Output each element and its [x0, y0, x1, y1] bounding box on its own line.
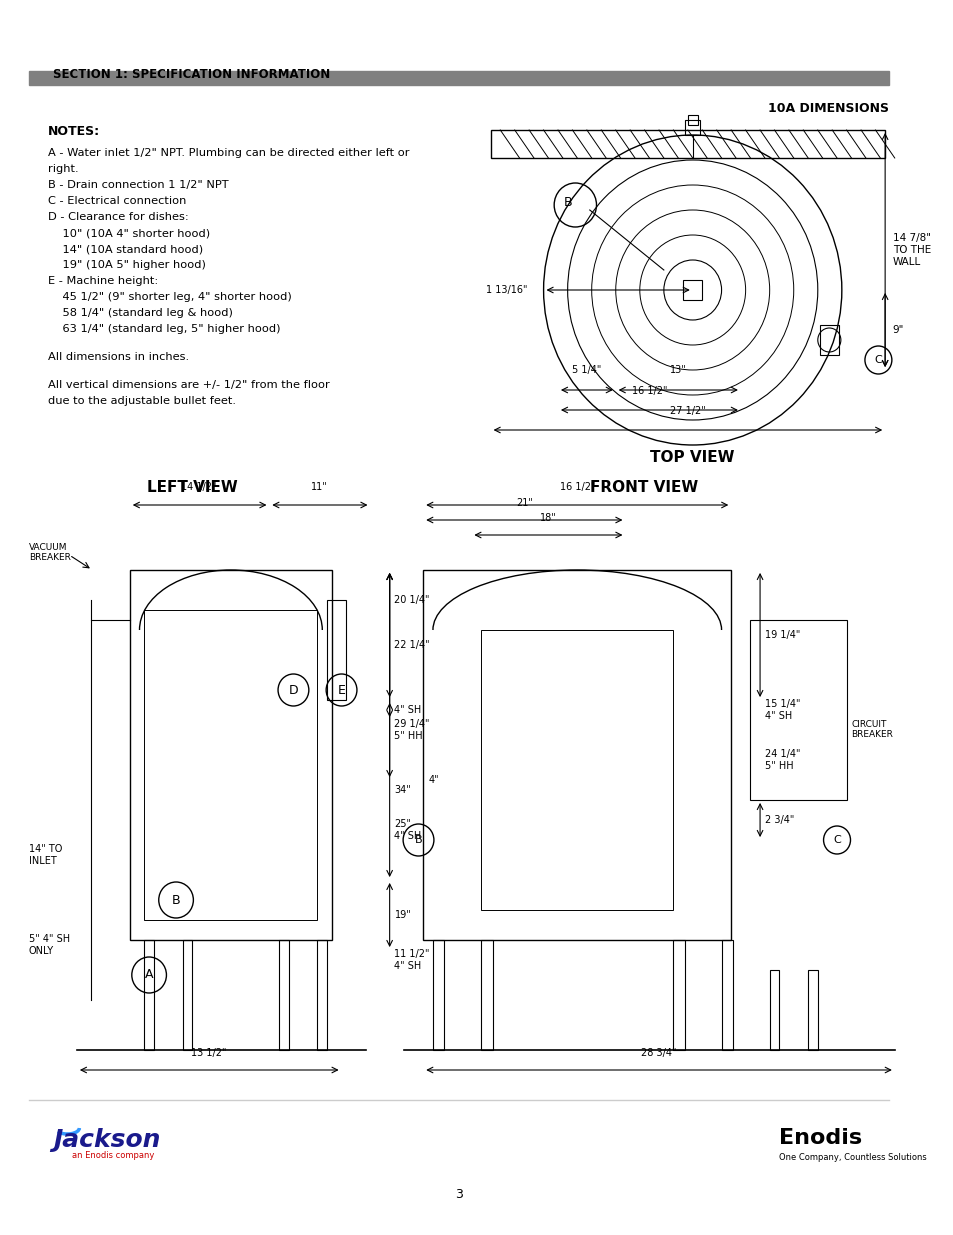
Text: E: E	[337, 683, 345, 697]
Bar	[144, 610, 317, 920]
Text: D: D	[289, 683, 298, 697]
Text: 29 1/4"
5" HH: 29 1/4" 5" HH	[394, 719, 430, 741]
Text: 63 1/4" (standard leg, 5" higher hood): 63 1/4" (standard leg, 5" higher hood)	[48, 324, 280, 333]
Bar	[490, 130, 884, 158]
Text: 19" (10A 5" higher hood): 19" (10A 5" higher hood)	[48, 261, 206, 270]
Text: 24 1/4"
5" HH: 24 1/4" 5" HH	[764, 750, 800, 771]
Text: VACUUM
BREAKER: VACUUM BREAKER	[29, 543, 71, 562]
Bar	[684, 120, 700, 135]
Bar	[819, 325, 838, 354]
Text: All vertical dimensions are +/- 1/2" from the floor: All vertical dimensions are +/- 1/2" fro…	[48, 380, 330, 390]
Text: an Enodis company: an Enodis company	[72, 1151, 154, 1160]
Text: 16 1/2": 16 1/2"	[558, 482, 595, 492]
Text: B: B	[563, 196, 572, 210]
Text: 20 1/4": 20 1/4"	[394, 595, 430, 605]
Text: E - Machine height:: E - Machine height:	[48, 275, 158, 287]
Bar	[480, 630, 673, 910]
Text: 21": 21"	[516, 498, 532, 508]
Text: LEFT VIEW: LEFT VIEW	[147, 480, 237, 495]
Text: due to the adjustable bullet feet.: due to the adjustable bullet feet.	[48, 396, 235, 406]
Bar	[317, 940, 327, 1050]
Text: FRONT VIEW: FRONT VIEW	[590, 480, 698, 495]
Bar	[769, 969, 779, 1050]
Text: Enodis: Enodis	[779, 1128, 862, 1149]
Text: 4": 4"	[428, 776, 438, 785]
Text: 34": 34"	[394, 785, 411, 795]
Text: 3: 3	[455, 1188, 462, 1202]
Text: NOTES:: NOTES:	[48, 125, 100, 138]
Text: SECTION 1: SPECIFICATION INFORMATION: SECTION 1: SPECIFICATION INFORMATION	[52, 68, 330, 82]
Text: D - Clearance for dishes:: D - Clearance for dishes:	[48, 212, 189, 222]
Bar	[423, 571, 730, 940]
Text: A - Water inlet 1/2" NPT. Plumbing can be directed either left or: A - Water inlet 1/2" NPT. Plumbing can b…	[48, 148, 409, 158]
Bar	[183, 940, 193, 1050]
Text: 14" TO
INLET: 14" TO INLET	[29, 845, 62, 866]
Bar	[433, 940, 444, 1050]
Text: 58 1/4" (standard leg & hood): 58 1/4" (standard leg & hood)	[48, 308, 233, 317]
Text: 11 1/2"
4" SH: 11 1/2" 4" SH	[394, 950, 430, 971]
Bar	[144, 940, 153, 1050]
Bar	[720, 940, 732, 1050]
Bar	[29, 70, 888, 85]
Text: 16 1/2": 16 1/2"	[631, 387, 666, 396]
Text: C: C	[874, 354, 882, 366]
Text: One Company, Countless Solutions: One Company, Countless Solutions	[779, 1153, 926, 1162]
Text: 22 1/4": 22 1/4"	[394, 640, 430, 650]
Bar	[807, 969, 817, 1050]
Bar	[480, 940, 492, 1050]
Text: 28 3/4": 28 3/4"	[640, 1049, 676, 1058]
Text: 10A DIMENSIONS: 10A DIMENSIONS	[767, 103, 888, 115]
Bar	[130, 571, 332, 940]
Bar	[750, 620, 845, 800]
Text: 14 7/8"
TO THE
WALL: 14 7/8" TO THE WALL	[892, 233, 930, 267]
Text: 9": 9"	[892, 325, 903, 335]
Text: 14" (10A standard hood): 14" (10A standard hood)	[48, 245, 203, 254]
Text: B - Drain connection 1 1/2" NPT: B - Drain connection 1 1/2" NPT	[48, 180, 229, 190]
Bar	[687, 115, 697, 125]
Text: 10" (10A 4" shorter hood): 10" (10A 4" shorter hood)	[48, 228, 210, 238]
Bar	[682, 280, 701, 300]
Text: All dimensions in inches.: All dimensions in inches.	[48, 352, 189, 362]
Text: 15 1/4"
4" SH: 15 1/4" 4" SH	[764, 699, 800, 721]
Text: B: B	[415, 835, 422, 845]
Text: 5" 4" SH
ONLY: 5" 4" SH ONLY	[29, 934, 70, 956]
Text: 45 1/2" (9" shorter leg, 4" shorter hood): 45 1/2" (9" shorter leg, 4" shorter hood…	[48, 291, 292, 303]
Text: Jackson: Jackson	[52, 1128, 160, 1152]
Bar	[327, 600, 346, 700]
Text: TOP VIEW: TOP VIEW	[650, 450, 734, 466]
Text: C: C	[832, 835, 840, 845]
Text: 14 1/2": 14 1/2"	[181, 482, 216, 492]
Text: 13": 13"	[669, 366, 686, 375]
Text: right.: right.	[48, 164, 79, 174]
Bar	[278, 940, 289, 1050]
Text: 25"
4" SH: 25" 4" SH	[394, 819, 421, 841]
Text: C - Electrical connection: C - Electrical connection	[48, 196, 186, 206]
Text: 1 13/16": 1 13/16"	[485, 285, 527, 295]
Text: 5 1/4": 5 1/4"	[572, 366, 601, 375]
Text: 19 1/4": 19 1/4"	[764, 630, 800, 640]
Bar	[673, 940, 684, 1050]
Text: A: A	[145, 968, 153, 982]
Text: 4" SH: 4" SH	[394, 705, 421, 715]
Text: 11": 11"	[311, 482, 328, 492]
Text: CIRCUIT
BREAKER: CIRCUIT BREAKER	[851, 720, 892, 740]
Text: 27 1/2": 27 1/2"	[669, 406, 705, 416]
Text: 2 3/4": 2 3/4"	[764, 815, 794, 825]
Text: 18": 18"	[539, 513, 557, 522]
Text: 19": 19"	[394, 910, 411, 920]
Text: B: B	[172, 893, 180, 906]
Text: 13 1/2": 13 1/2"	[191, 1049, 226, 1058]
